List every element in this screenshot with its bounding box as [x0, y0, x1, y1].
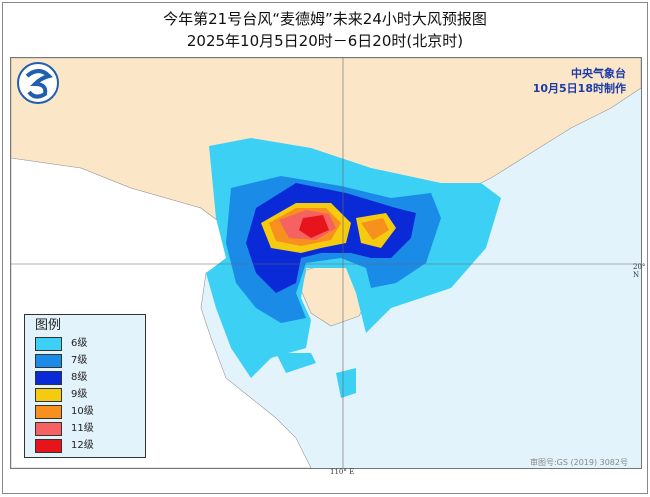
- legend-swatch: [35, 388, 62, 402]
- legend-item-12: 12级: [35, 439, 94, 453]
- issuer-block: 中央气象台 10月5日18时制作: [533, 66, 626, 96]
- legend-swatch: [35, 337, 62, 351]
- legend-item-7: 7级: [35, 354, 87, 368]
- legend: 图例 6级 7级 8级 9级 10级 11级 12级: [24, 314, 146, 458]
- lon-label: 110° E: [330, 468, 355, 476]
- legend-item-6: 6级: [35, 337, 87, 351]
- legend-item-9: 9级: [35, 388, 87, 402]
- legend-label: 6级: [71, 338, 88, 349]
- legend-label: 7级: [71, 355, 88, 366]
- legend-item-11: 11级: [35, 422, 94, 436]
- map-subtitle: 2025年10月5日20时－6日20时(北京时): [186, 32, 464, 50]
- logo-icon: [17, 62, 59, 104]
- map-canvas: [10, 57, 642, 469]
- legend-swatch: [35, 422, 62, 436]
- legend-label: 12级: [71, 440, 94, 451]
- legend-item-8: 8级: [35, 371, 87, 385]
- map-title: 今年第21号台风“麦德姆”未来24小时大风预报图: [163, 10, 487, 28]
- legend-swatch: [35, 354, 62, 368]
- legend-label: 9级: [71, 389, 88, 400]
- legend-swatch: [35, 405, 62, 419]
- legend-label: 11级: [71, 423, 94, 434]
- issuer-name: 中央气象台: [571, 67, 626, 80]
- legend-swatch: [35, 439, 62, 453]
- legend-label: 10级: [71, 406, 94, 417]
- issue-time: 10月5日18时制作: [532, 82, 626, 95]
- wind-12: [299, 215, 329, 238]
- legend-title: 图例: [35, 318, 62, 333]
- legend-label: 8级: [71, 372, 88, 383]
- legend-swatch: [35, 371, 62, 385]
- legend-item-10: 10级: [35, 405, 94, 419]
- approval-number: 审图号:GS (2019) 3082号: [529, 458, 628, 467]
- lat-label: 20° N: [633, 263, 646, 279]
